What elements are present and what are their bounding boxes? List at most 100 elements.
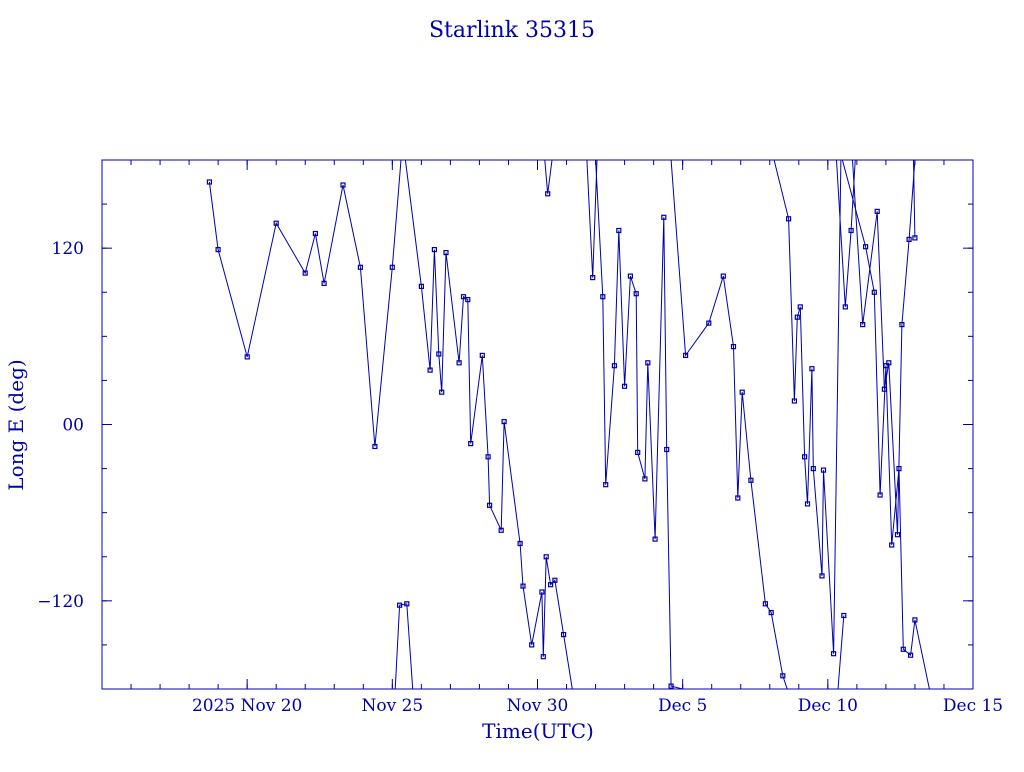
- series-line: [913, 160, 916, 238]
- data-point: [801, 454, 808, 460]
- data-point: [560, 631, 567, 638]
- data-point: [529, 642, 535, 648]
- data-point: [357, 264, 363, 270]
- series-line: [595, 160, 683, 689]
- data-point: [436, 351, 442, 357]
- data-point: [912, 235, 918, 241]
- series-line: [837, 615, 845, 689]
- data-point: [889, 542, 895, 548]
- data-point: [791, 398, 798, 404]
- data-point: [874, 208, 880, 214]
- data-point: [590, 275, 596, 281]
- data-point: [652, 536, 658, 542]
- data-point: [900, 646, 906, 652]
- data-point: [830, 651, 837, 657]
- series-line: [836, 160, 856, 307]
- x-tick-label: Dec 5: [658, 696, 707, 716]
- data-point: [794, 314, 800, 320]
- plot-frame: [101, 159, 974, 690]
- data-point: [633, 291, 639, 297]
- data-point: [552, 577, 558, 583]
- data-point: [397, 602, 403, 608]
- data-point: [545, 191, 551, 197]
- data-point: [372, 443, 378, 450]
- data-point: [627, 273, 634, 279]
- data-point: [720, 273, 726, 279]
- data-point: [907, 652, 914, 658]
- data-point: [668, 683, 674, 689]
- data-point: [842, 304, 848, 310]
- data-point: [912, 617, 918, 623]
- data-point: [479, 352, 485, 358]
- data-point: [443, 250, 449, 256]
- data-point: [431, 247, 437, 253]
- series-line: [208, 160, 402, 447]
- data-point: [635, 449, 641, 455]
- data-point: [645, 360, 651, 366]
- data-point: [780, 673, 786, 679]
- data-point: [517, 540, 523, 547]
- series-line: [394, 603, 414, 689]
- x-axis-label: Time(UTC): [482, 719, 594, 743]
- data-point: [418, 283, 424, 289]
- data-point: [706, 320, 712, 326]
- data-point: [894, 532, 901, 538]
- data-point: [302, 270, 308, 276]
- data-point: [321, 280, 327, 286]
- data-point: [543, 554, 549, 560]
- data-point: [906, 236, 912, 242]
- data-point: [340, 182, 346, 188]
- data-point: [871, 289, 877, 295]
- data-point: [804, 501, 811, 507]
- series-line: [544, 160, 553, 194]
- data-point: [860, 322, 866, 328]
- data-point: [735, 495, 741, 501]
- series-line: [773, 160, 842, 654]
- data-point: [465, 297, 471, 303]
- y-tick-label: 00: [62, 416, 84, 436]
- data-point: [877, 492, 883, 498]
- data-point: [886, 360, 892, 366]
- ticks-layer: 2025 Nov 20 Nov 25 Nov 30 Dec 5 Dec 10 Dec 15…: [37, 160, 1003, 716]
- series-layer: [206, 160, 930, 689]
- y-tick-label: −120: [37, 592, 84, 612]
- series-line: [586, 160, 598, 278]
- data-point: [273, 220, 279, 226]
- data-point: [785, 216, 792, 222]
- data-point: [841, 612, 847, 619]
- series-line: [852, 160, 916, 535]
- data-point: [820, 467, 827, 473]
- data-point: [797, 304, 803, 310]
- y-tick-label: 120: [52, 239, 84, 259]
- data-point: [487, 502, 493, 508]
- data-point: [603, 482, 609, 488]
- data-point: [600, 294, 606, 300]
- data-point: [427, 367, 433, 373]
- data-point: [661, 214, 667, 220]
- x-tick-label: Dec 15: [943, 696, 1003, 716]
- data-point: [682, 352, 689, 358]
- data-point: [762, 601, 769, 607]
- data-point: [485, 454, 491, 460]
- data-point: [768, 609, 774, 616]
- series-line: [404, 160, 573, 689]
- data-point: [664, 446, 670, 453]
- data-point: [501, 419, 507, 425]
- data-point: [881, 386, 888, 392]
- data-point: [547, 582, 554, 588]
- data-point: [611, 363, 618, 369]
- data-point: [642, 476, 648, 482]
- data-point: [244, 354, 250, 360]
- data-point: [540, 654, 546, 660]
- data-point: [730, 344, 737, 350]
- data-point: [389, 264, 395, 270]
- data-point: [819, 573, 825, 579]
- x-tick-label: 2025 Nov 20: [192, 696, 302, 716]
- data-point: [848, 227, 854, 234]
- data-point: [206, 179, 212, 185]
- data-point: [810, 466, 816, 472]
- data-point: [215, 247, 221, 253]
- data-point: [468, 441, 474, 447]
- data-point: [616, 227, 622, 234]
